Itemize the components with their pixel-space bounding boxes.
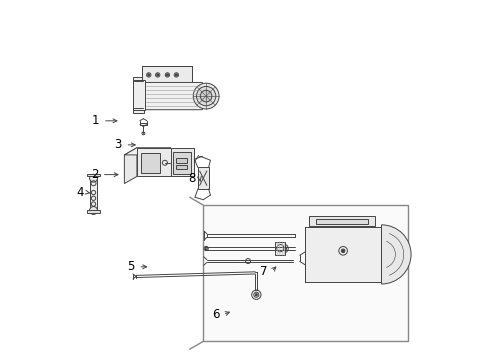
Circle shape xyxy=(147,74,149,76)
Bar xyxy=(87,174,100,176)
Bar xyxy=(275,242,285,255)
Bar xyxy=(132,80,144,110)
Circle shape xyxy=(89,174,97,182)
Polygon shape xyxy=(171,148,194,176)
Bar xyxy=(140,153,160,173)
Polygon shape xyxy=(132,77,144,80)
Circle shape xyxy=(156,74,159,76)
Bar xyxy=(175,158,187,163)
Circle shape xyxy=(341,249,344,253)
Circle shape xyxy=(193,83,219,109)
FancyBboxPatch shape xyxy=(142,82,203,110)
Text: 1: 1 xyxy=(92,114,99,127)
Polygon shape xyxy=(137,148,171,176)
Bar xyxy=(308,216,375,226)
Circle shape xyxy=(200,90,211,102)
Polygon shape xyxy=(198,167,208,189)
Text: 2: 2 xyxy=(90,168,98,181)
Circle shape xyxy=(166,74,168,76)
Circle shape xyxy=(89,207,97,215)
Bar xyxy=(140,123,147,125)
Bar xyxy=(203,205,407,341)
Bar xyxy=(172,152,191,174)
Polygon shape xyxy=(305,226,381,282)
Text: 7: 7 xyxy=(260,265,267,278)
Circle shape xyxy=(251,290,261,300)
Text: 3: 3 xyxy=(114,138,122,151)
Polygon shape xyxy=(124,148,137,184)
Circle shape xyxy=(279,244,287,253)
Text: 8: 8 xyxy=(188,172,196,185)
Circle shape xyxy=(196,86,215,106)
Circle shape xyxy=(142,132,144,135)
Text: 5: 5 xyxy=(127,260,135,273)
Circle shape xyxy=(245,258,250,264)
Polygon shape xyxy=(89,178,97,211)
Bar xyxy=(316,219,367,224)
Bar xyxy=(142,66,191,83)
Polygon shape xyxy=(124,148,171,155)
Circle shape xyxy=(175,74,177,76)
Wedge shape xyxy=(381,225,410,284)
Text: 4: 4 xyxy=(76,186,83,199)
Circle shape xyxy=(255,294,257,296)
Bar xyxy=(87,211,100,213)
Bar xyxy=(142,66,191,83)
Circle shape xyxy=(204,247,207,249)
Bar xyxy=(175,165,187,169)
Text: 6: 6 xyxy=(211,308,219,321)
Bar xyxy=(132,80,144,110)
Polygon shape xyxy=(132,110,144,113)
